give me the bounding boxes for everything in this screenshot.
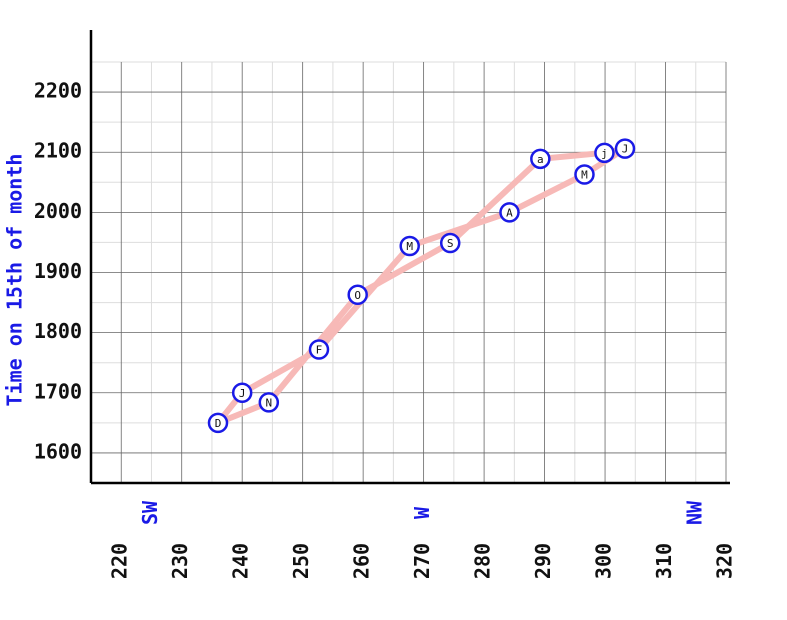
y-tick-label: 1600 [34, 439, 82, 463]
data-point [594, 142, 615, 164]
data-line [215, 145, 629, 426]
y-axis-label: Time on 15th of month [3, 154, 27, 407]
data-point [347, 284, 368, 306]
data-point [258, 392, 280, 413]
x-tick-label: 290 [531, 543, 555, 579]
x-tick-label: 220 [108, 543, 132, 579]
y-tick-label: 2000 [34, 199, 82, 223]
point-label: D [215, 417, 222, 430]
point-label: M [406, 240, 413, 253]
x-tick-label: 270 [410, 543, 434, 579]
point-label: F [316, 343, 323, 356]
x-tick-label: 300 [592, 543, 616, 579]
compass-label: NW [682, 500, 706, 525]
point-label: J [622, 143, 629, 156]
x-tick-label: 260 [350, 543, 374, 579]
x-tick-label: 230 [168, 543, 192, 579]
y-tick-label: 2200 [34, 79, 82, 103]
data-point [530, 148, 551, 170]
data-point [308, 339, 330, 360]
x-tick-label: 310 [652, 543, 676, 579]
point-label: N [265, 396, 272, 409]
x-tick-label: 280 [471, 543, 495, 579]
x-tick-label: 250 [289, 543, 313, 579]
x-tick-label: 320 [713, 543, 737, 579]
x-tick-label: 240 [229, 543, 253, 579]
y-tick-label: 1700 [34, 379, 82, 403]
point-label: O [354, 289, 361, 302]
point-label: J [239, 387, 246, 400]
data-point [499, 202, 520, 223]
y-tick-label: 1900 [34, 259, 82, 283]
point-label: A [506, 206, 513, 219]
data-point [574, 164, 595, 185]
y-tick-label: 2100 [34, 139, 82, 163]
compass-label: W [410, 506, 434, 519]
data-point [614, 138, 636, 159]
data-point [231, 382, 253, 404]
data-point [399, 235, 420, 257]
point-label: M [581, 168, 588, 181]
compass-label: SW [138, 500, 162, 525]
y-tick-label: 1800 [34, 319, 82, 343]
point-label: S [447, 237, 454, 250]
data-point [439, 232, 461, 254]
data-point [207, 412, 229, 434]
point-label: j [601, 147, 608, 160]
point-label: a [537, 153, 544, 166]
